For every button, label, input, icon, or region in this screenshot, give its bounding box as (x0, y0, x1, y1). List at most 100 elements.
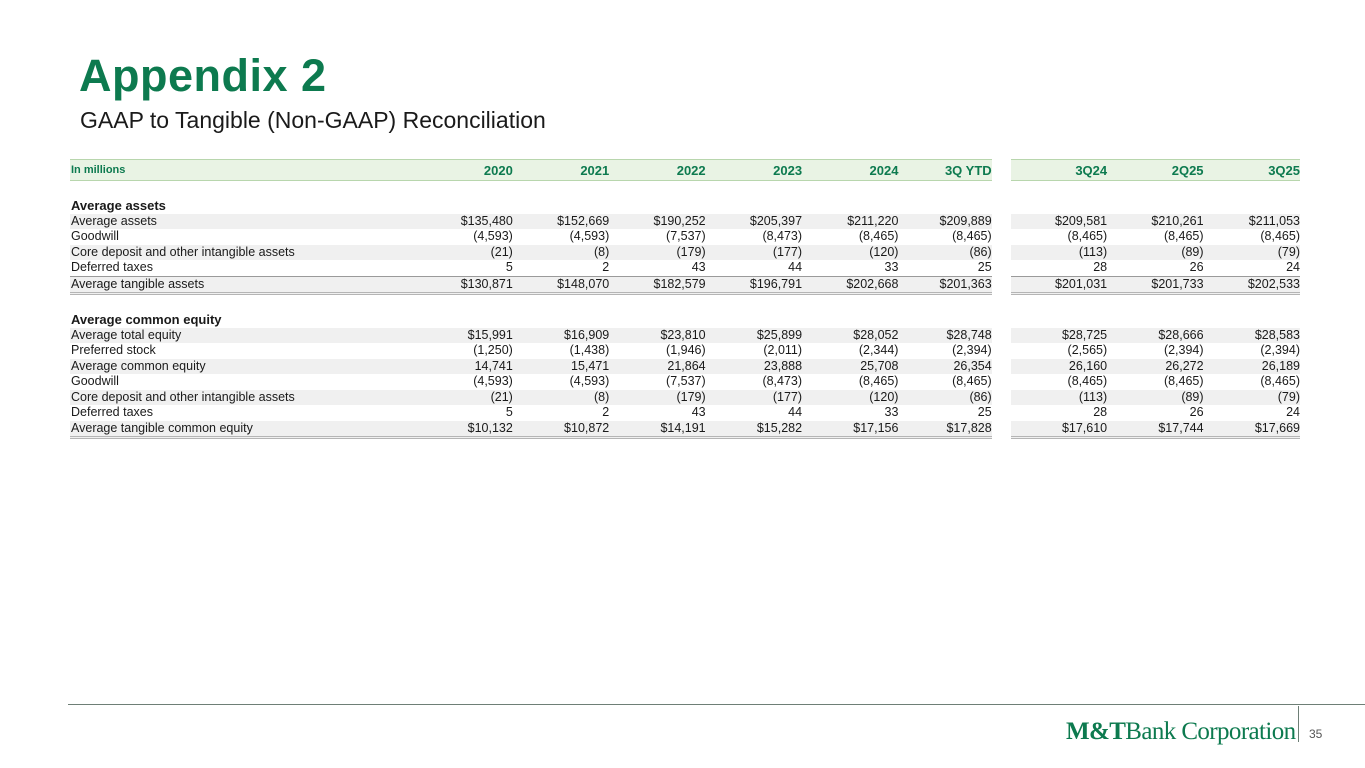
row-value: $201,031 (1010, 276, 1108, 295)
row-value: (113) (1010, 244, 1108, 260)
row-value: $201,733 (1107, 276, 1204, 295)
row-value: (8,465) (858, 229, 899, 243)
slide-subtitle: GAAP to Tangible (Non-GAAP) Reconciliati… (80, 107, 546, 133)
column-header: 3Q25 (1203, 159, 1300, 181)
row-value: $135,480 (416, 213, 513, 229)
row-label: Preferred stock (71, 343, 156, 357)
row-value: 25 (977, 405, 992, 419)
row-value: (89) (1107, 244, 1204, 260)
column-header: 2020 (416, 159, 513, 181)
row-value: $152,669 (512, 213, 610, 229)
column-gap (991, 159, 1011, 181)
row-value: (2,394) (1163, 343, 1204, 357)
table-header-row: In millions 2020 2021 2022 2023 2024 3Q … (70, 159, 1300, 181)
column-header: 2022 (609, 159, 706, 181)
row-value: (8,465) (1260, 374, 1300, 388)
table-row: Deferred taxes 5 2 43 44 33 25 28 26 24 (70, 260, 1300, 277)
slide-title: Appendix 2 (79, 50, 327, 101)
row-value: (177) (705, 244, 803, 260)
row-value: 44 (705, 260, 803, 277)
row-value: (1,250) (473, 343, 513, 357)
row-value: 2 (512, 260, 610, 277)
page-number: 35 (1309, 727, 1323, 741)
row-value: (120) (802, 244, 899, 260)
row-value: 26,189 (1203, 358, 1300, 374)
row-value: 24 (1286, 405, 1300, 419)
row-value: $201,363 (898, 276, 992, 295)
row-label: Average common equity (70, 358, 417, 374)
row-value: (89) (1107, 389, 1204, 405)
row-value: $130,871 (416, 276, 513, 295)
column-header: 2021 (512, 159, 610, 181)
column-header: 2024 (802, 159, 899, 181)
row-value: (4,593) (473, 374, 513, 388)
row-value: (79) (1203, 389, 1300, 405)
row-value: (1,946) (666, 343, 706, 357)
row-value: (8,465) (1067, 374, 1108, 388)
row-value: $205,397 (705, 213, 803, 229)
row-value: (8,465) (952, 374, 992, 388)
table-row: Average tangible common equity $10,132 $10… (70, 420, 1300, 439)
row-value: $15,991 (416, 327, 513, 343)
column-header: 2023 (705, 159, 803, 181)
row-value: $196,791 (705, 276, 803, 295)
row-value: 33 (802, 260, 899, 277)
row-label: Average assets (70, 213, 417, 229)
section-title: Average assets (71, 198, 166, 213)
row-value: (2,394) (952, 343, 992, 357)
row-value: 28 (1010, 260, 1108, 277)
column-gap (991, 389, 1011, 405)
row-value: (8,465) (1163, 229, 1204, 243)
row-label: Goodwill (71, 374, 119, 388)
row-value: 26,160 (1010, 358, 1108, 374)
row-label: Core deposit and other intangible assets (70, 389, 417, 405)
column-gap (991, 244, 1011, 260)
row-value: 43 (609, 260, 706, 277)
row-value: (113) (1010, 389, 1108, 405)
header-units-label: In millions (70, 159, 417, 181)
spacer-row (70, 294, 1300, 310)
row-value: 23,888 (705, 358, 803, 374)
row-value: (8,465) (1260, 229, 1300, 243)
row-value: $209,889 (898, 213, 992, 229)
column-gap (991, 420, 1011, 438)
row-value: $211,220 (802, 213, 899, 229)
column-gap (992, 343, 1011, 359)
row-value: (2,344) (858, 343, 899, 357)
table-row: Average total equity $15,991 $16,909 $23,81… (70, 327, 1300, 343)
footer-divider (68, 704, 1365, 705)
row-value: (1,438) (569, 343, 610, 357)
row-value: (2,011) (763, 343, 803, 357)
row-value: $10,872 (512, 420, 610, 439)
row-value: (4,593) (569, 374, 610, 388)
row-value: 44 (788, 405, 803, 419)
row-value: 26,272 (1107, 358, 1204, 374)
row-value: 24 (1203, 260, 1300, 277)
row-value: $148,070 (512, 276, 610, 295)
row-value: (179) (609, 389, 706, 405)
row-value: $28,725 (1010, 327, 1108, 343)
row-value: 5 (505, 405, 513, 419)
row-value: (120) (802, 389, 899, 405)
row-value: (179) (609, 244, 706, 260)
row-label: Deferred taxes (71, 405, 153, 419)
row-value: (2,565) (1067, 343, 1108, 357)
column-header: 3Q24 (1010, 159, 1108, 181)
reconciliation-table: In millions 2020 2021 2022 2023 2024 3Q … (70, 159, 1300, 439)
table-row: Core deposit and other intangible assets… (70, 389, 1300, 405)
table-row: Goodwill (4,593) (4,593) (7,537) (8,473) (8,4… (70, 374, 1300, 390)
row-value: $210,261 (1107, 213, 1204, 229)
column-gap (992, 260, 1011, 276)
section-title: Average common equity (71, 312, 222, 327)
row-value: $28,052 (802, 327, 899, 343)
table-row: Average assets $135,480 $152,669 $190,252 $2… (70, 213, 1300, 229)
column-gap (991, 358, 1011, 374)
row-label: Deferred taxes (70, 260, 417, 277)
row-value: 26 (1189, 405, 1204, 419)
row-value: (21) (416, 389, 513, 405)
row-value: (4,593) (473, 229, 513, 243)
row-value: $10,132 (416, 420, 513, 439)
row-value: 14,741 (416, 358, 513, 374)
spacer-cell (70, 181, 1300, 196)
table-row: Preferred stock (1,250) (1,438) (1,946) (2,0… (70, 343, 1300, 359)
